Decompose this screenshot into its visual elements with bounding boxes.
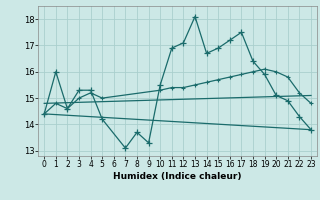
X-axis label: Humidex (Indice chaleur): Humidex (Indice chaleur) — [113, 172, 242, 181]
